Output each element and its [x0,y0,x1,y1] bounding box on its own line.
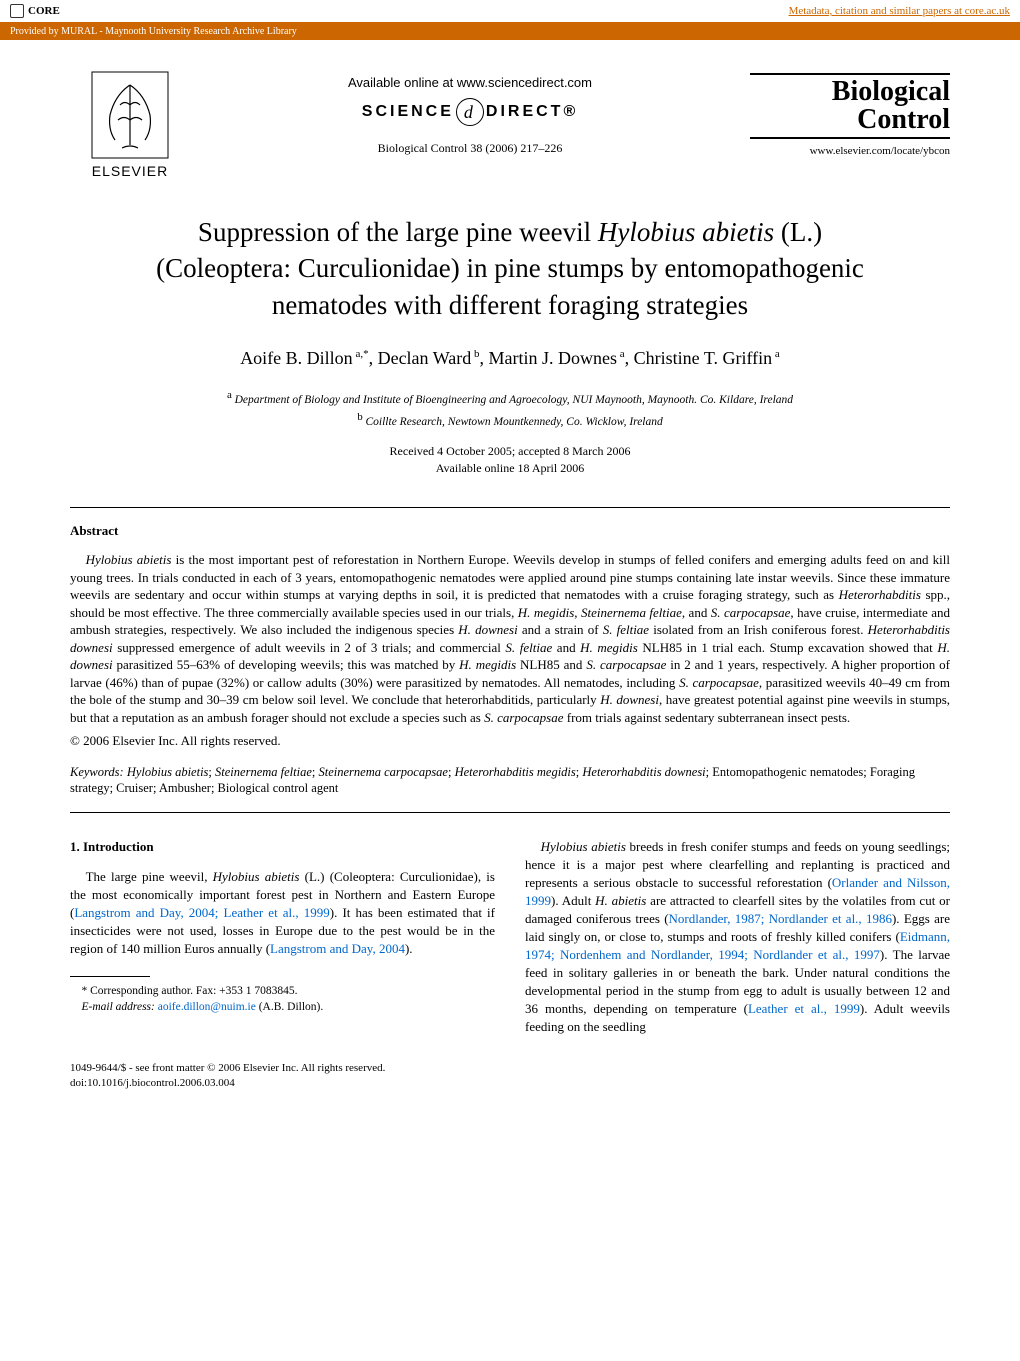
core-banner: CORE Metadata, citation and similar pape… [0,0,1020,23]
sd-suffix: DIRECT® [486,103,578,121]
science-direct-logo: SCIENCE d DIRECT® [190,98,750,126]
sd-circle-icon: d [456,98,484,126]
footer-info: 1049-9644/$ - see front matter © 2006 El… [70,1061,950,1092]
core-metadata-link[interactable]: Metadata, citation and similar papers at… [789,5,1010,17]
email-footnote: E-mail address: aoife.dillon@nuim.ie (A.… [70,999,495,1015]
journal-citation: Biological Control 38 (2006) 217–226 [190,141,750,156]
doi-line: doi:10.1016/j.biocontrol.2006.03.004 [70,1076,950,1091]
journal-url: www.elsevier.com/locate/ybcon [750,145,950,157]
core-icon [10,4,24,18]
body-columns: 1. Introduction The large pine weevil, H… [70,838,950,1035]
copyright: © 2006 Elsevier Inc. All rights reserved… [70,733,950,749]
email-link[interactable]: aoife.dillon@nuim.ie [158,1001,256,1013]
journal-title-block: Biological Control www.elsevier.com/loca… [750,70,950,157]
elsevier-label: ELSEVIER [92,163,168,179]
issn-line: 1049-9644/$ - see front matter © 2006 El… [70,1061,950,1076]
abstract-heading: Abstract [70,523,950,539]
intro-para-1: The large pine weevil, Hylobius abietis … [70,868,495,958]
footnote-separator [70,976,150,977]
journal-name-line1: Biological [750,78,950,106]
core-provided-by: Provided by MURAL - Maynooth University … [0,23,1020,40]
journal-name-line2: Control [750,106,950,134]
corresponding-author-footnote: * Corresponding author. Fax: +353 1 7083… [70,983,495,999]
keywords: Keywords: Hylobius abietis; Steinernema … [70,764,950,798]
article-title: Suppression of the large pine weevil Hyl… [70,214,950,323]
available-online-text: Available online at www.sciencedirect.co… [190,75,750,90]
divider [70,507,950,508]
page-content: ELSEVIER Available online at www.science… [0,40,1020,1131]
citation-link[interactable]: Langstrom and Day, 2004 [270,941,405,956]
core-logo: CORE [10,4,60,18]
journal-header: ELSEVIER Available online at www.science… [70,70,950,179]
abstract-text: Hylobius abietis is the most important p… [70,551,950,726]
sd-prefix: SCIENCE [362,103,454,121]
dates: Received 4 October 2005; accepted 8 Marc… [70,443,950,477]
divider [750,73,950,75]
affiliations: a Department of Biology and Institute of… [70,387,950,431]
citation-link[interactable]: Langstrom and Day, 2004; Leather et al.,… [74,905,329,920]
core-logo-text: CORE [28,5,60,17]
left-column: 1. Introduction The large pine weevil, H… [70,838,495,1035]
right-column: Hylobius abietis breeds in fresh conifer… [525,838,950,1035]
elsevier-logo-block: ELSEVIER [70,70,190,179]
citation-link[interactable]: Nordlander, 1987; Nordlander et al., 198… [669,911,892,926]
intro-para-2: Hylobius abietis breeds in fresh conifer… [525,838,950,1035]
center-header: Available online at www.sciencedirect.co… [190,70,750,156]
citation-link[interactable]: Leather et al., 1999 [748,1001,860,1016]
divider [70,812,950,813]
elsevier-tree-icon [90,70,170,160]
intro-heading: 1. Introduction [70,838,495,856]
authors: Aoife B. Dillon a,*, Declan Ward b, Mart… [70,348,950,369]
divider [750,137,950,139]
